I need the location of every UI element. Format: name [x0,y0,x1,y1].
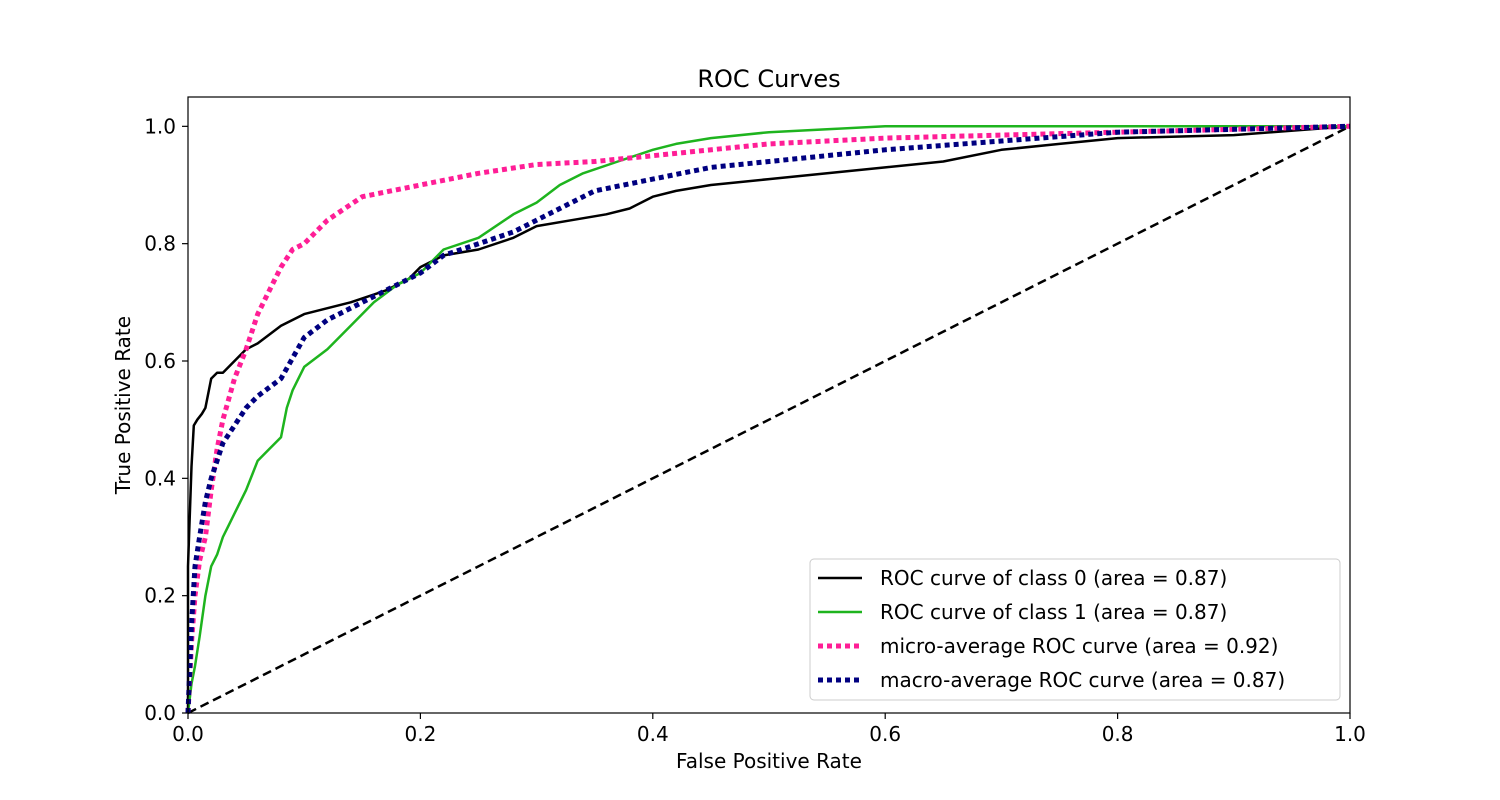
x-axis-label: False Positive Rate [676,749,862,773]
x-tick-label: 0.6 [869,722,901,746]
y-tick-label: 0.4 [144,466,176,490]
x-tick-label: 0.4 [637,722,669,746]
legend-entry-label: ROC curve of class 1 (area = 0.87) [880,600,1227,624]
chart-title: ROC Curves [697,65,840,93]
legend-box [809,558,1341,701]
y-axis-label: True Positive Rate [111,316,135,495]
legend-entry-label: micro-average ROC curve (area = 0.92) [880,634,1278,658]
series-line-0 [186,125,1351,713]
curves-group [185,123,1351,715]
legend: ROC curve of class 0 (area = 0.87) ROC cu… [809,558,1341,701]
x-tick-label: 1.0 [1334,722,1366,746]
series-line-3 [185,123,1351,714]
series-line-2 [185,123,1351,714]
series-line-4 [187,125,1351,715]
y-tick-label: 0.0 [144,701,176,725]
x-tick-label: 0.8 [1102,722,1134,746]
y-tick-label: 0.8 [144,232,176,256]
y-tick-label: 0.6 [144,349,176,373]
x-tick-label: 0.0 [172,722,204,746]
legend-entry-label: macro-average ROC curve (area = 0.87) [880,668,1285,692]
series-line-1 [186,125,1350,714]
y-tick-label: 0.2 [144,584,176,608]
plot-frame [187,96,1351,714]
legend-entry-label: ROC curve of class 0 (area = 0.87) [880,566,1227,590]
y-tick-label: 1.0 [144,114,176,138]
ticks-group: 0.0 0.2 0.4 0.6 0.8 1.0 0.0 0.2 0.4 0.6 0.8 1.0 [144,114,1366,746]
x-tick-label: 0.2 [404,722,436,746]
